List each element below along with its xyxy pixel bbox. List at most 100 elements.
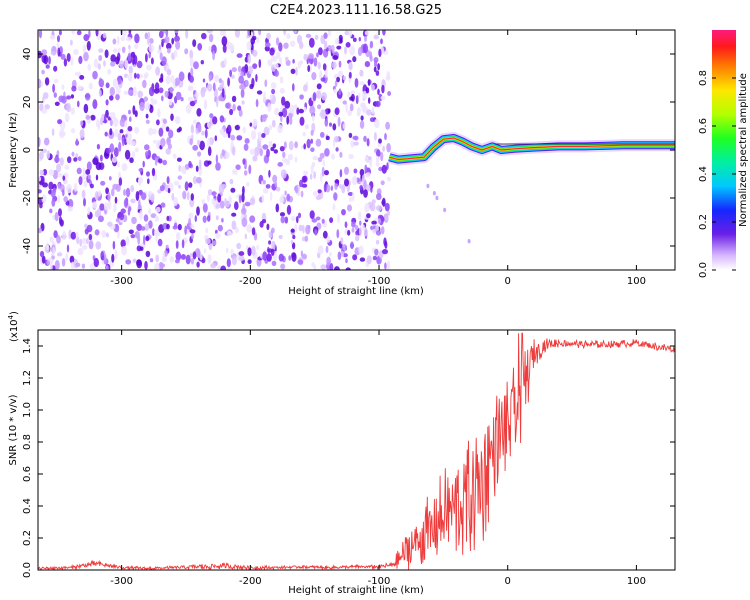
noise-speckle — [375, 155, 380, 164]
noise-speckle — [155, 233, 158, 243]
noise-speckle — [138, 199, 141, 209]
noise-speckle — [171, 193, 175, 201]
noise-speckle — [143, 96, 149, 102]
noise-speckle — [114, 249, 118, 260]
noise-speckle — [375, 100, 381, 108]
noise-speckle — [86, 224, 93, 233]
noise-speckle — [311, 122, 316, 133]
noise-speckle — [130, 185, 135, 193]
noise-speckle — [194, 248, 201, 258]
noise-speckle — [327, 108, 331, 114]
noise-speckle — [372, 255, 378, 261]
noise-speckle — [373, 66, 377, 73]
noise-speckle — [114, 196, 118, 204]
noise-speckle — [325, 69, 328, 78]
noise-speckle — [291, 252, 297, 262]
noise-speckle — [145, 151, 149, 157]
noise-speckle — [292, 234, 296, 240]
noise-speckle — [128, 44, 131, 50]
noise-speckle — [246, 41, 252, 51]
noise-speckle — [356, 107, 361, 115]
noise-speckle — [278, 253, 284, 262]
noise-speckle — [165, 148, 171, 155]
noise-speckle — [128, 109, 131, 115]
noise-speckle — [374, 60, 378, 68]
noise-speckle — [284, 190, 287, 196]
noise-speckle — [222, 88, 225, 98]
noise-speckle — [352, 254, 358, 261]
noise-speckle — [344, 166, 349, 175]
noise-speckle — [345, 42, 351, 48]
noise-speckle — [256, 244, 259, 251]
noise-speckle — [105, 187, 109, 195]
noise-speckle — [175, 259, 180, 264]
noise-speckle — [265, 184, 271, 189]
noise-speckle — [148, 44, 155, 53]
noise-speckle — [71, 30, 75, 35]
noise-speckle — [104, 113, 107, 124]
snr-y-tick-label: 0.2 — [22, 530, 33, 546]
noise-speckle — [336, 76, 340, 83]
noise-speckle — [242, 158, 246, 165]
noise-speckle — [200, 87, 206, 98]
noise-speckle — [206, 138, 211, 148]
noise-speckle — [203, 248, 207, 254]
noise-speckle — [269, 47, 275, 56]
noise-speckle — [190, 258, 195, 265]
noise-speckle — [305, 33, 312, 38]
noise-speckle — [242, 185, 245, 195]
noise-speckle — [132, 105, 136, 115]
noise-speckle — [278, 111, 284, 117]
noise-speckle — [189, 100, 196, 107]
noise-speckle — [194, 92, 199, 98]
noise-speckle — [43, 54, 49, 65]
noise-speckle — [145, 223, 149, 232]
noise-speckle — [382, 30, 386, 36]
noise-speckle — [369, 40, 374, 49]
noise-speckle — [207, 189, 213, 196]
noise-speckle — [221, 149, 226, 157]
noise-speckle — [231, 220, 237, 230]
noise-speckle — [83, 34, 90, 42]
noise-speckle — [377, 88, 380, 96]
noise-speckle — [79, 75, 85, 80]
noise-speckle — [227, 131, 231, 139]
snr-y-tick-label: 0.0 — [22, 562, 33, 578]
noise-speckle — [77, 247, 84, 256]
noise-speckle — [211, 44, 217, 55]
noise-speckle — [293, 104, 298, 109]
noise-speckle — [365, 184, 371, 192]
noise-speckle — [237, 105, 242, 111]
noise-speckle — [347, 192, 354, 196]
noise-speckle — [294, 156, 298, 163]
noise-speckle — [76, 167, 82, 175]
noise-speckle — [315, 195, 322, 200]
noise-speckle — [312, 190, 318, 197]
noise-speckle — [294, 30, 297, 34]
noise-speckle — [299, 179, 303, 188]
noise-speckle — [236, 242, 242, 250]
noise-speckle — [331, 61, 337, 69]
noise-speckle — [384, 133, 387, 141]
noise-speckle — [111, 157, 118, 163]
snr-y-tick-label: 0.8 — [22, 434, 33, 450]
noise-speckle — [207, 146, 212, 157]
noise-speckle — [279, 196, 285, 204]
noise-speckle — [313, 171, 316, 179]
noise-speckle — [127, 72, 133, 82]
noise-speckle — [87, 63, 92, 71]
noise-speckle — [354, 224, 359, 231]
noise-speckle — [319, 152, 325, 159]
noise-speckle — [368, 97, 371, 104]
noise-speckle — [57, 119, 63, 125]
noise-speckle — [85, 114, 91, 120]
noise-speckle — [62, 189, 65, 197]
noise-speckle — [286, 204, 292, 215]
noise-speckle — [467, 239, 471, 244]
noise-speckle — [147, 178, 150, 185]
noise-speckle — [240, 88, 245, 99]
noise-speckle — [161, 56, 167, 66]
noise-speckle — [386, 260, 391, 270]
colorbar-label: Normalized spectral amplitude — [738, 73, 749, 227]
noise-speckle — [310, 138, 314, 144]
